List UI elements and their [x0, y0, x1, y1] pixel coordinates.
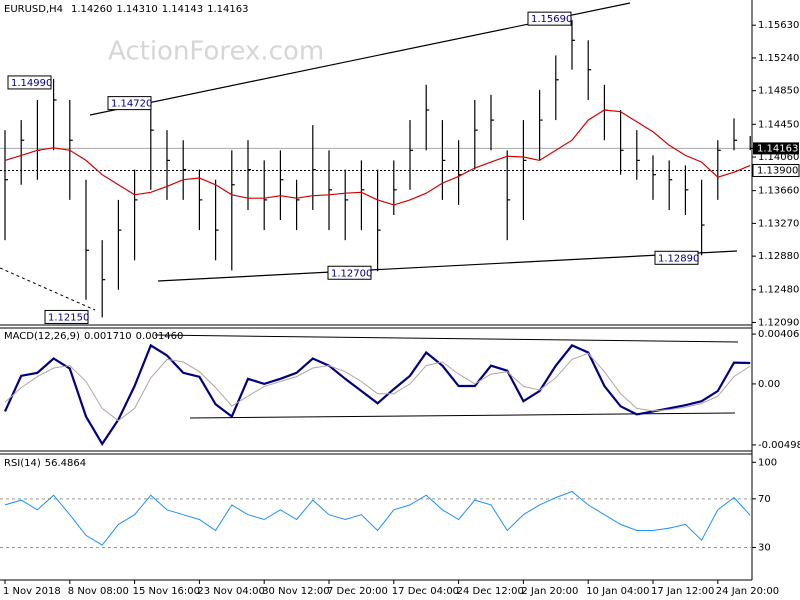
annotation-label: 1.15690 — [531, 14, 572, 25]
panel-title: RSI(14) — [4, 458, 41, 469]
level-label-box — [752, 163, 800, 177]
y-tick-label: 1.12480 — [758, 285, 799, 296]
annotation-label: 1.14990 — [11, 78, 52, 89]
watermark: ActionForex.com — [108, 37, 324, 67]
header-value: 1.14143 — [162, 4, 203, 15]
y-tick-label: 1.12090 — [758, 317, 799, 328]
trend-line — [157, 250, 738, 282]
x-tick-label: 24 Dec 12:00 — [457, 586, 524, 597]
header-value: 1.14163 — [207, 4, 248, 15]
y-tick-label: 1.14450 — [758, 119, 799, 130]
annotation-box — [7, 75, 52, 90]
x-tick-label: 2 Jan 20:00 — [521, 586, 578, 597]
current-price-box — [753, 142, 799, 155]
y-tick-label: 30 — [758, 543, 771, 554]
panel-title: MACD(12,26,9) — [4, 331, 80, 342]
y-tick-label: 70 — [758, 494, 771, 505]
header-value: 1.14310 — [116, 4, 157, 15]
annotation-box — [107, 96, 152, 111]
x-tick-label: 23 Nov 04:00 — [197, 586, 264, 597]
x-tick-label: 10 Jan 04:00 — [586, 586, 649, 597]
annotation-label: 1.14720 — [111, 99, 152, 110]
annotation-box — [327, 265, 372, 280]
current-price-label: 1.14163 — [757, 143, 798, 154]
header-value: 0.001460 — [136, 331, 184, 342]
price-header: EURUSD,H4 1.14260 1.14310 1.14143 1.14163 — [4, 4, 248, 15]
y-tick-label: 1.15630 — [758, 20, 799, 31]
macd-header: MACD(12,26,9) 0.001710 0.001460 — [4, 331, 183, 342]
y-tick-label: 1.14850 — [758, 86, 799, 97]
x-tick-label: 24 Jan 20:00 — [716, 586, 779, 597]
y-tick-label: 100 — [758, 457, 777, 468]
trend-line — [0, 267, 96, 311]
annotation-label: 1.12890 — [658, 253, 699, 264]
header-value: 0.001710 — [84, 331, 132, 342]
rsi-header: RSI(14) 56.4864 — [4, 458, 86, 469]
annotation-label: 1.12150 — [48, 312, 89, 323]
y-tick-label: 1.14060 — [758, 152, 799, 163]
annotation-box — [44, 309, 89, 324]
indicator-line — [4, 352, 751, 422]
y-tick-label: 1.13270 — [758, 218, 799, 229]
x-tick-label: 17 Dec 04:00 — [392, 586, 459, 597]
trend-line — [154, 334, 739, 343]
annotation-box — [654, 250, 699, 265]
y-tick-label: 0.00 — [758, 379, 780, 390]
annotation-box — [527, 11, 572, 26]
moving-average — [4, 109, 751, 206]
x-tick-label: 15 Nov 16:00 — [133, 586, 200, 597]
x-tick-label: 30 Nov 12:00 — [262, 586, 329, 597]
x-tick-label: 1 Nov 2018 — [3, 586, 61, 597]
x-tick-label: 7 Dec 20:00 — [327, 586, 388, 597]
indicator-line — [3, 343, 751, 446]
y-tick-label: 1.15240 — [758, 53, 799, 64]
x-tick-label: 17 Jan 12:00 — [651, 586, 714, 597]
y-tick-label: 1.13660 — [758, 186, 799, 197]
header-value: 56.4864 — [45, 458, 86, 469]
annotation-label: 1.12700 — [331, 268, 372, 279]
x-tick-label: 8 Nov 08:00 — [68, 586, 129, 597]
y-tick-label: 0.004069 — [758, 329, 800, 340]
level-label: 1.13900 — [757, 165, 798, 176]
header-value: 1.14260 — [71, 4, 112, 15]
indicator-line — [4, 490, 751, 546]
y-tick-label: 1.12880 — [758, 251, 799, 262]
chart-title: EURUSD,H4 — [4, 4, 63, 15]
